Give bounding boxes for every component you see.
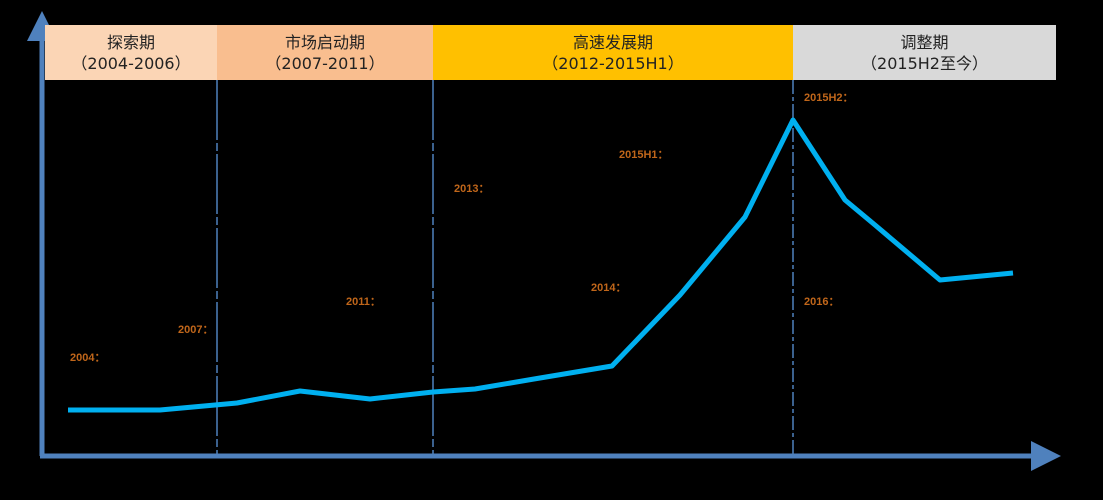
stage-period: （2015H2至今） (861, 53, 988, 73)
stage-name: 调整期 (900, 32, 949, 52)
stage-market-launch: 市场启动期 （2007-2011） (217, 25, 433, 80)
stage-name: 高速发展期 (572, 32, 653, 52)
stage-name: 探索期 (106, 32, 155, 52)
stage-period: （2012-2015H1） (542, 53, 684, 73)
annotation-2015h2: 2015H2： (804, 92, 854, 104)
stage-adjustment: 调整期 （2015H2至今） (793, 25, 1056, 80)
annotation-2014: 2014： (591, 282, 627, 294)
stage-name: 市场启动期 (284, 32, 365, 52)
annotation-2016: 2016： (804, 296, 840, 308)
trend-line (68, 117, 1014, 413)
stage-rapid-growth: 高速发展期 （2012-2015H1） (433, 25, 793, 80)
annotation-2011: 2011： (346, 296, 381, 308)
stage-exploration: 探索期 （2004-2006） (45, 25, 217, 80)
annotation-2015h1: 2015H1： (619, 149, 669, 161)
annotation-2013: 2013： (454, 183, 490, 195)
stage-period: （2007-2011） (265, 53, 385, 73)
annotation-2007: 2007： (178, 324, 214, 336)
stage-period: （2004-2006） (71, 53, 191, 73)
annotation-2004: 2004： (70, 352, 106, 364)
